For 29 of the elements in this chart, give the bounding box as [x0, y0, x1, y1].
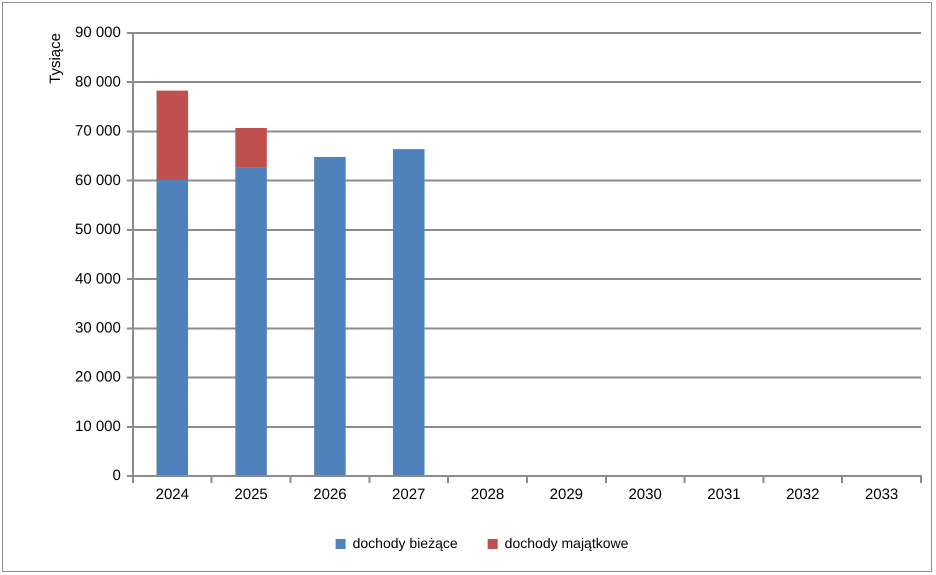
y-tick-label: 60 000 — [74, 172, 121, 189]
y-tick-label: 80 000 — [74, 73, 121, 90]
x-tick-label: 2028 — [470, 486, 504, 504]
y-axis-title: Tysiące — [47, 33, 64, 84]
y-tick-label: 20 000 — [74, 368, 121, 386]
x-tick-label: 2029 — [550, 486, 584, 504]
y-tick-label: 50 000 — [74, 221, 121, 238]
y-tick-label: 10 000 — [74, 418, 121, 435]
x-tick-label: 2025 — [234, 486, 268, 504]
bar — [156, 180, 188, 475]
y-tick-label: 30 000 — [74, 319, 121, 336]
y-tick-label: 70 000 — [74, 122, 121, 140]
x-tick-label: 2026 — [313, 486, 347, 504]
y-tick-label: 0 — [112, 467, 121, 484]
bar — [235, 168, 267, 475]
bar — [392, 149, 424, 475]
x-tick-label: 2024 — [156, 486, 189, 504]
bar — [235, 128, 267, 168]
bar — [314, 157, 346, 475]
x-tick-label: 2032 — [786, 486, 820, 504]
legend-label: dochody majątkowe — [504, 534, 629, 551]
y-tick-label: 40 000 — [74, 270, 121, 288]
x-tick-label: 2027 — [392, 486, 426, 504]
x-tick-label: 2031 — [707, 486, 741, 504]
x-tick-label: 2030 — [628, 486, 662, 504]
y-tick-label: 90 000 — [74, 24, 121, 42]
x-tick-label: 2033 — [864, 486, 898, 504]
bar — [156, 90, 188, 180]
legend-label: dochody bieżące — [352, 534, 458, 551]
